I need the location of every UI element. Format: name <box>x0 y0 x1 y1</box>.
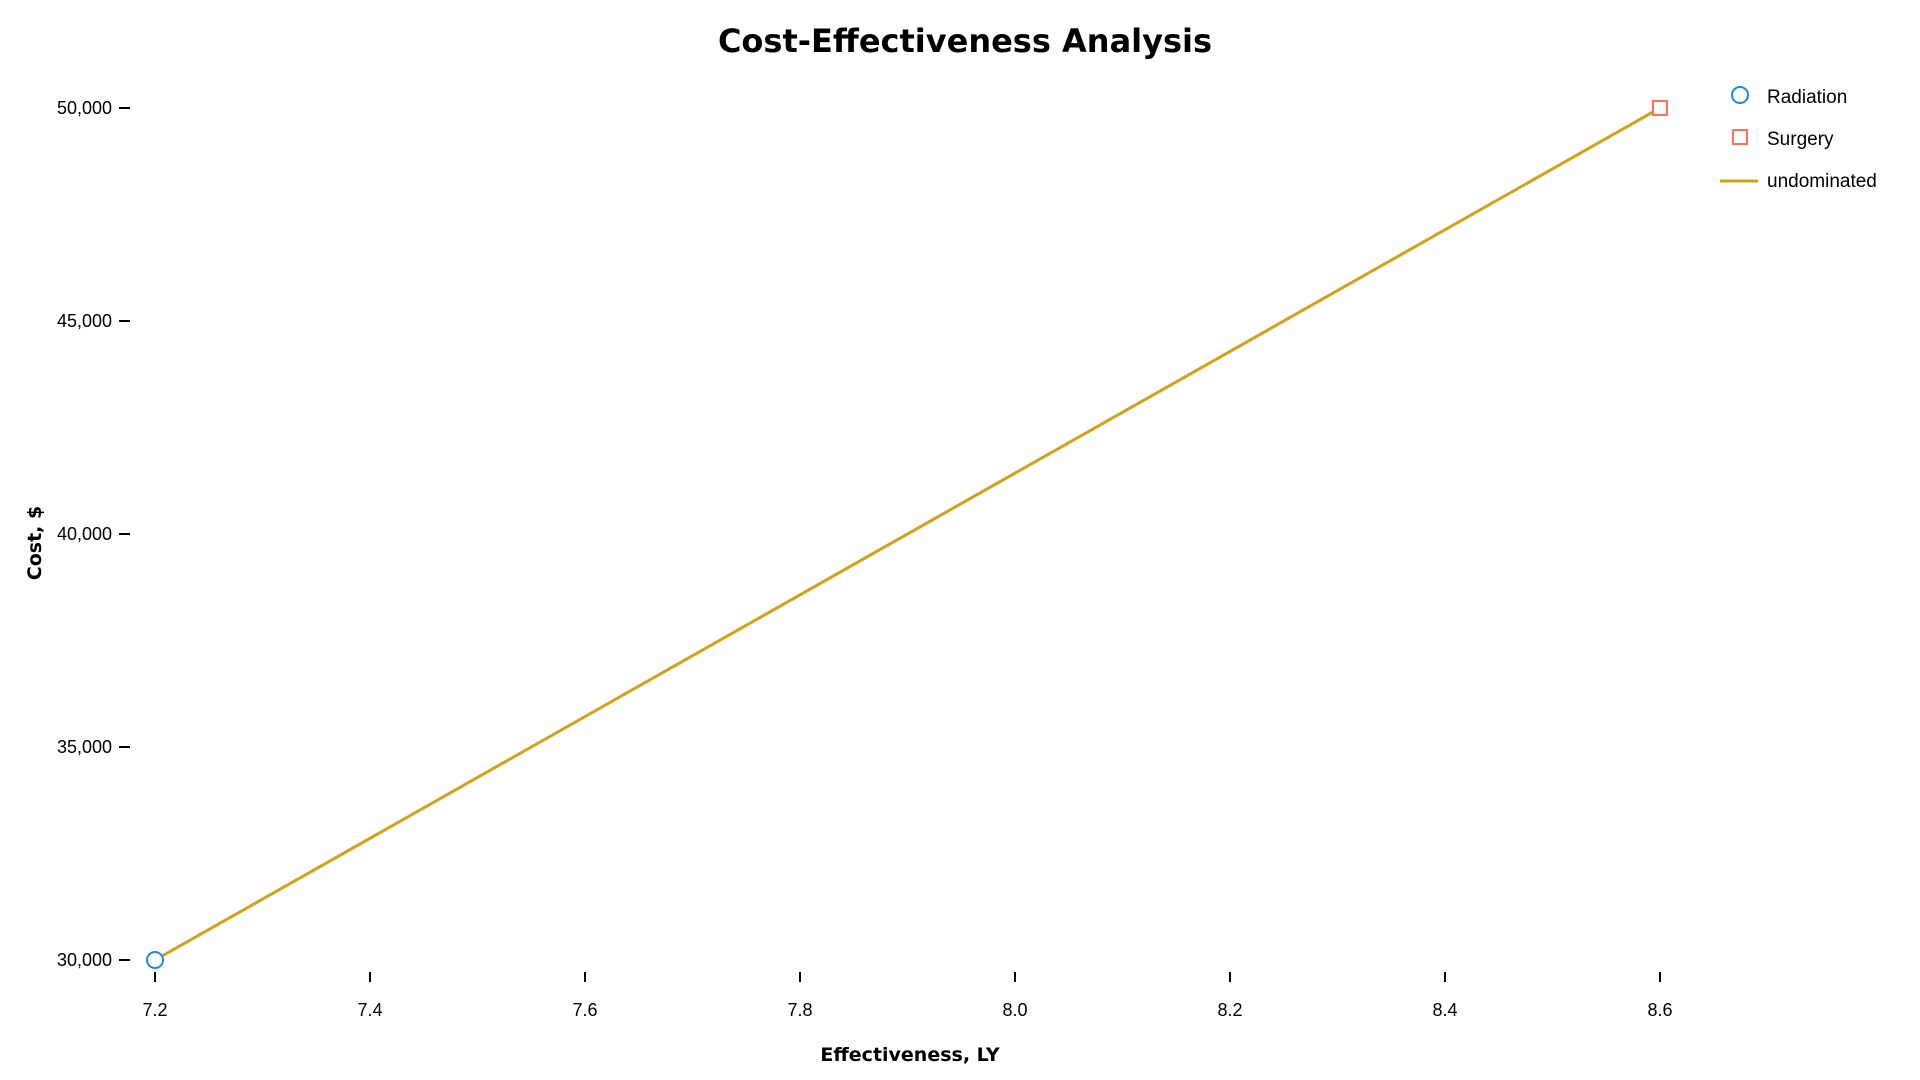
legend-circle-swatch <box>1731 86 1749 104</box>
y-tick-label: 35,000 <box>57 737 112 757</box>
x-tick-label: 8.6 <box>1647 1000 1672 1020</box>
series-layer <box>146 100 1668 969</box>
legend-label: Surgery <box>1767 129 1834 150</box>
x-axis-label: Effectiveness, LY <box>820 1044 999 1066</box>
x-tick-label: 7.2 <box>142 1000 167 1020</box>
y-axis: 30,000 35,000 40,000 45,000 50,000 <box>57 98 130 970</box>
y-tick-label: 45,000 <box>57 311 112 331</box>
x-tick-label: 7.4 <box>357 1000 382 1020</box>
surgery-point <box>1652 100 1668 116</box>
x-axis: 7.2 7.4 7.6 7.8 8.0 8.2 8.4 8.6 <box>142 972 1673 1020</box>
legend-label: Radiation <box>1767 87 1847 108</box>
x-tick-label: 8.2 <box>1217 1000 1242 1020</box>
legend-square-swatch <box>1732 129 1748 145</box>
radiation-point <box>146 951 164 969</box>
y-tick-label: 50,000 <box>57 98 112 118</box>
y-axis-label: Cost, $ <box>24 506 46 580</box>
y-tick-label: 30,000 <box>57 950 112 970</box>
x-tick-label: 7.6 <box>572 1000 597 1020</box>
chart-title: Cost-Effectiveness Analysis <box>718 22 1212 60</box>
y-tick-label: 40,000 <box>57 524 112 544</box>
legend-label: undominated <box>1767 171 1877 192</box>
undominated-line <box>154 106 1661 962</box>
x-tick-label: 8.0 <box>1002 1000 1027 1020</box>
x-tick-label: 8.4 <box>1432 1000 1457 1020</box>
x-tick-label: 7.8 <box>787 1000 812 1020</box>
legend: Radiation Surgery undominated <box>1720 86 1877 192</box>
